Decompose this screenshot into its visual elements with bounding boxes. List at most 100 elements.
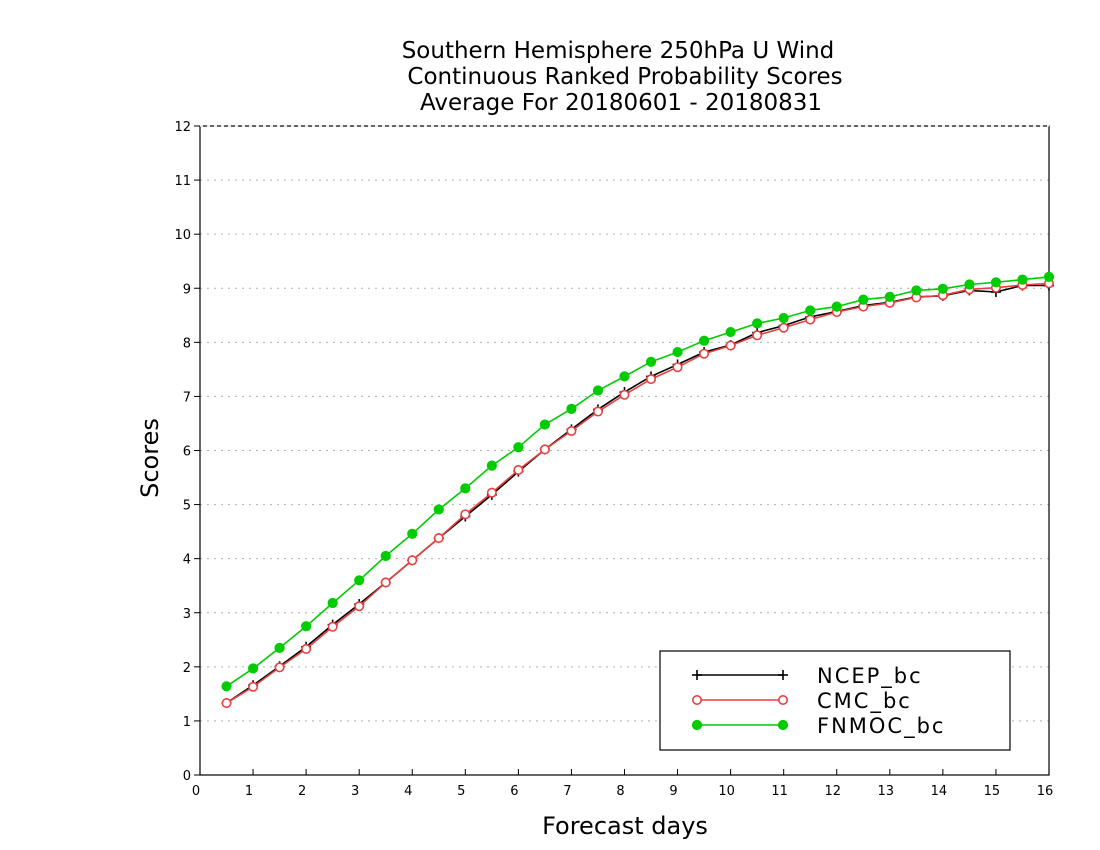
data-point-fnmoc-bc [698, 335, 710, 346]
series-line-ncep-bc [226, 284, 1049, 704]
x-tick-label: 16 [1037, 784, 1054, 799]
data-point-cmc-bc [354, 601, 365, 612]
title-line-3: Average For 20180601 - 20180831 [420, 90, 822, 116]
data-point-fnmoc-bc [937, 283, 948, 294]
chart-title: Southern Hemisphere 250hPa U Wind Contin… [402, 38, 843, 116]
y-tick-label: 1 [183, 715, 191, 730]
data-point-cmc-bc [566, 426, 577, 437]
legend-marker-right [777, 694, 788, 705]
legend-label: NCEP_bc [817, 664, 923, 689]
horizontal-gridlines [200, 179, 1049, 722]
title-line-2: Continuous Ranked Probability Scores [407, 64, 842, 90]
data-point-fnmoc-bc [539, 419, 551, 430]
data-point-cmc-bc [433, 533, 444, 544]
data-point-fnmoc-bc [752, 318, 763, 329]
x-tick-label: 8 [616, 784, 624, 799]
data-point-cmc-bc [619, 389, 630, 400]
title-line-1: Southern Hemisphere 250hPa U Wind [402, 38, 835, 64]
data-point-fnmoc-bc [1043, 271, 1055, 282]
data-point-cmc-bc [513, 464, 524, 475]
data-point-fnmoc-bc [354, 575, 365, 586]
data-point-cmc-bc [592, 406, 603, 417]
data-point-fnmoc-bc [884, 291, 895, 303]
data-point-cmc-bc [672, 362, 683, 373]
series-cmc-bc [221, 278, 1055, 709]
data-point-fnmoc-bc [301, 621, 312, 632]
data-point-fnmoc-bc [672, 346, 683, 358]
data-point-cmc-bc [539, 444, 550, 455]
x-tick-label: 0 [192, 784, 200, 799]
data-point-cmc-bc [486, 487, 497, 498]
data-point-cmc-bc [725, 340, 736, 351]
y-tick-label: 6 [183, 445, 191, 460]
data-point-fnmoc-bc [380, 550, 391, 562]
data-point-fnmoc-bc [990, 277, 1002, 288]
legend-item-ncep-bc: NCEP_bc [692, 664, 923, 689]
x-tick-label: 3 [351, 784, 359, 799]
legend-item-cmc-bc: CMC_bc [691, 689, 910, 714]
data-point-cmc-bc [380, 577, 391, 588]
y-tick-label: 8 [183, 336, 191, 351]
x-tick-label: 6 [510, 784, 518, 799]
y-tick-label: 12 [174, 120, 191, 135]
data-point-fnmoc-bc [407, 528, 418, 539]
data-point-fnmoc-bc [619, 371, 630, 382]
y-tick-label: 3 [183, 607, 191, 622]
data-point-fnmoc-bc [911, 285, 922, 296]
legend-marker-left [692, 670, 702, 680]
x-tick-label: 1 [245, 784, 253, 799]
data-point-fnmoc-bc [274, 642, 285, 654]
y-tick-label: 11 [174, 174, 191, 189]
data-point-fnmoc-bc [221, 681, 232, 692]
data-point-fnmoc-bc [433, 504, 444, 515]
y-tick-label: 2 [183, 661, 191, 676]
data-point-fnmoc-bc [1017, 274, 1028, 285]
x-tick-label: 13 [878, 784, 895, 799]
x-tick-label: 2 [298, 784, 306, 799]
y-tick-label: 0 [183, 769, 191, 784]
data-point-cmc-bc [327, 621, 338, 632]
series-fnmoc-bc [221, 271, 1055, 692]
x-tick-label: 14 [931, 784, 948, 799]
data-point-cmc-bc [274, 662, 285, 673]
data-point-fnmoc-bc [858, 294, 869, 305]
y-tick-label: 7 [183, 390, 191, 405]
data-point-fnmoc-bc [805, 305, 816, 316]
data-point-fnmoc-bc [513, 442, 524, 453]
series-lines [221, 271, 1055, 709]
y-tick-label: 10 [174, 228, 191, 243]
legend-marker-right [777, 719, 789, 731]
data-point-fnmoc-bc [725, 326, 736, 338]
y-tick-label: 9 [183, 282, 191, 297]
y-tick-label: 5 [183, 499, 191, 514]
data-point-fnmoc-bc [327, 597, 338, 609]
x-tick-label: 11 [771, 784, 788, 799]
data-point-cmc-bc [699, 348, 710, 359]
x-tick-label: 5 [457, 784, 465, 799]
series-line-fnmoc-bc [226, 276, 1050, 687]
x-tick-label: 4 [404, 784, 412, 799]
data-point-fnmoc-bc [247, 663, 259, 674]
series-line-cmc-bc [226, 282, 1050, 704]
data-point-fnmoc-bc [566, 403, 577, 414]
data-point-cmc-bc [805, 314, 816, 325]
legend-marker-right [778, 670, 788, 680]
x-tick-label: 12 [824, 784, 841, 799]
y-axis-label: Scores [136, 418, 164, 498]
data-point-fnmoc-bc [778, 312, 789, 324]
data-point-cmc-bc [646, 374, 657, 385]
data-point-cmc-bc [460, 509, 471, 520]
legend-label: FNMOC_bc [817, 714, 945, 739]
data-point-fnmoc-bc [831, 301, 842, 312]
data-point-fnmoc-bc [964, 279, 975, 290]
legend-marker-left [691, 694, 702, 705]
data-point-fnmoc-bc [486, 460, 497, 471]
data-point-fnmoc-bc [592, 385, 604, 396]
data-point-cmc-bc [221, 698, 232, 709]
data-point-cmc-bc [778, 322, 789, 333]
data-point-cmc-bc [752, 330, 763, 341]
